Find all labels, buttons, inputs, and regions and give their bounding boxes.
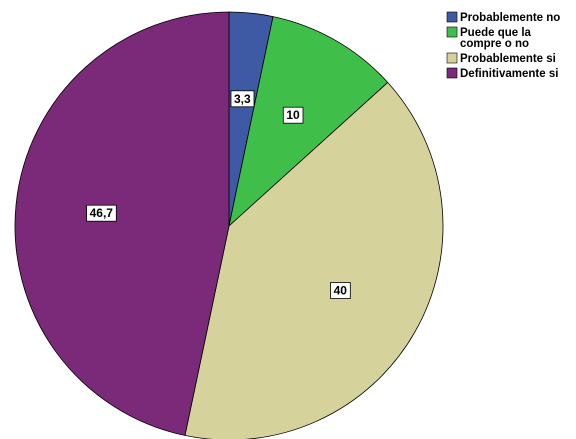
data-label-probablemente-no: 3,3	[234, 92, 251, 106]
pie-slice-puede-que-la-compre-o-no	[228, 16, 389, 228]
data-label-box	[86, 204, 117, 222]
legend-swatch	[446, 26, 458, 38]
data-label-puede-que-la-compre-o-no: 10	[286, 108, 300, 122]
legend-label: Puede que la	[460, 27, 532, 39]
data-label-box	[282, 106, 304, 124]
legend-label: Probablemente si	[460, 53, 556, 65]
data-label-probablemente-si: 40	[334, 284, 348, 298]
pie-slice-probablemente-si	[184, 81, 444, 439]
data-label-definitivamente-si: 46,7	[90, 206, 114, 220]
pie-data-labels: 3,3 10 40 46,7	[86, 90, 351, 299]
legend-label: compre o no	[460, 38, 529, 50]
legend-label: Definitivamente si	[460, 68, 558, 80]
legend-swatch	[446, 52, 458, 64]
legend-swatch	[446, 67, 458, 79]
pie-slices	[14, 11, 444, 439]
legend-label: Probablemente no	[460, 12, 560, 24]
data-label-box	[330, 282, 351, 299]
pie-slice-definitivamente-si	[14, 11, 230, 436]
legend-swatch	[446, 11, 458, 23]
data-label-box	[230, 90, 255, 108]
